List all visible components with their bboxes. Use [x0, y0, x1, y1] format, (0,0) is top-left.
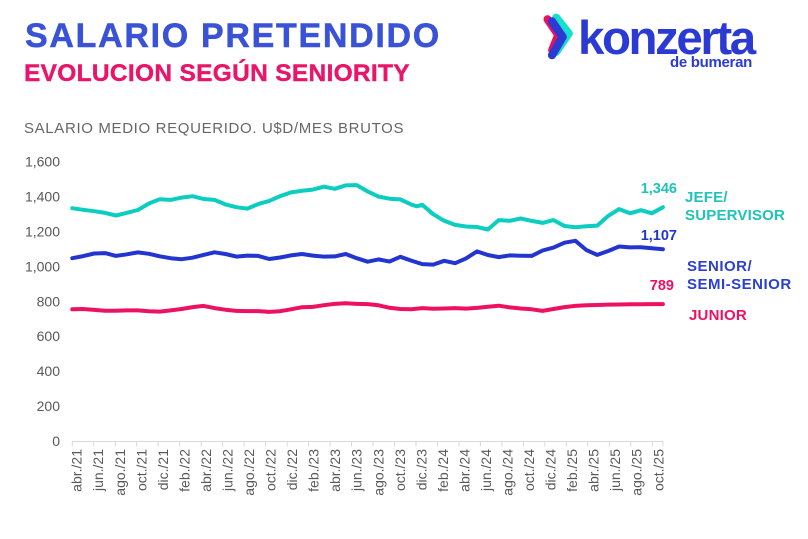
svg-text:dic./23: dic./23	[413, 449, 429, 490]
svg-text:jun./23: jun./23	[349, 449, 365, 492]
svg-text:jun./21: jun./21	[90, 449, 106, 492]
svg-text:oct./22: oct./22	[263, 449, 279, 491]
svg-text:1,600: 1,600	[25, 154, 60, 170]
svg-text:feb./22: feb./22	[176, 449, 192, 492]
svg-text:1,000: 1,000	[25, 258, 60, 274]
svg-text:0: 0	[52, 433, 60, 449]
svg-text:abr./22: abr./22	[198, 449, 214, 492]
svg-text:abr./24: abr./24	[456, 449, 472, 492]
svg-text:feb./25: feb./25	[564, 449, 580, 492]
svg-text:ago./24: ago./24	[500, 449, 516, 496]
svg-text:jun./25: jun./25	[607, 449, 623, 492]
svg-text:oct./24: oct./24	[521, 449, 537, 491]
svg-text:ago./23: ago./23	[370, 449, 386, 496]
svg-text:oct./23: oct./23	[392, 449, 408, 491]
svg-text:200: 200	[37, 398, 61, 414]
svg-text:jun./24: jun./24	[478, 449, 494, 492]
svg-text:feb./24: feb./24	[435, 449, 451, 492]
svg-text:oct./21: oct./21	[133, 449, 149, 491]
svg-text:oct./25: oct./25	[650, 449, 666, 491]
svg-text:ago./25: ago./25	[629, 449, 645, 496]
svg-text:dic./21: dic./21	[155, 449, 171, 490]
svg-text:400: 400	[37, 363, 61, 379]
svg-text:dic./24: dic./24	[543, 449, 559, 490]
svg-text:feb./23: feb./23	[306, 449, 322, 492]
svg-text:600: 600	[37, 328, 61, 344]
svg-text:1,200: 1,200	[25, 223, 60, 239]
svg-text:abr./23: abr./23	[327, 449, 343, 492]
svg-text:ago./22: ago./22	[241, 449, 257, 496]
svg-text:dic./22: dic./22	[284, 449, 300, 490]
svg-text:abr./25: abr./25	[586, 449, 602, 492]
svg-text:1,400: 1,400	[25, 189, 60, 205]
svg-text:jun./22: jun./22	[220, 449, 236, 492]
svg-text:800: 800	[37, 293, 61, 309]
svg-text:abr./21: abr./21	[69, 449, 85, 492]
svg-text:ago./21: ago./21	[112, 449, 128, 496]
